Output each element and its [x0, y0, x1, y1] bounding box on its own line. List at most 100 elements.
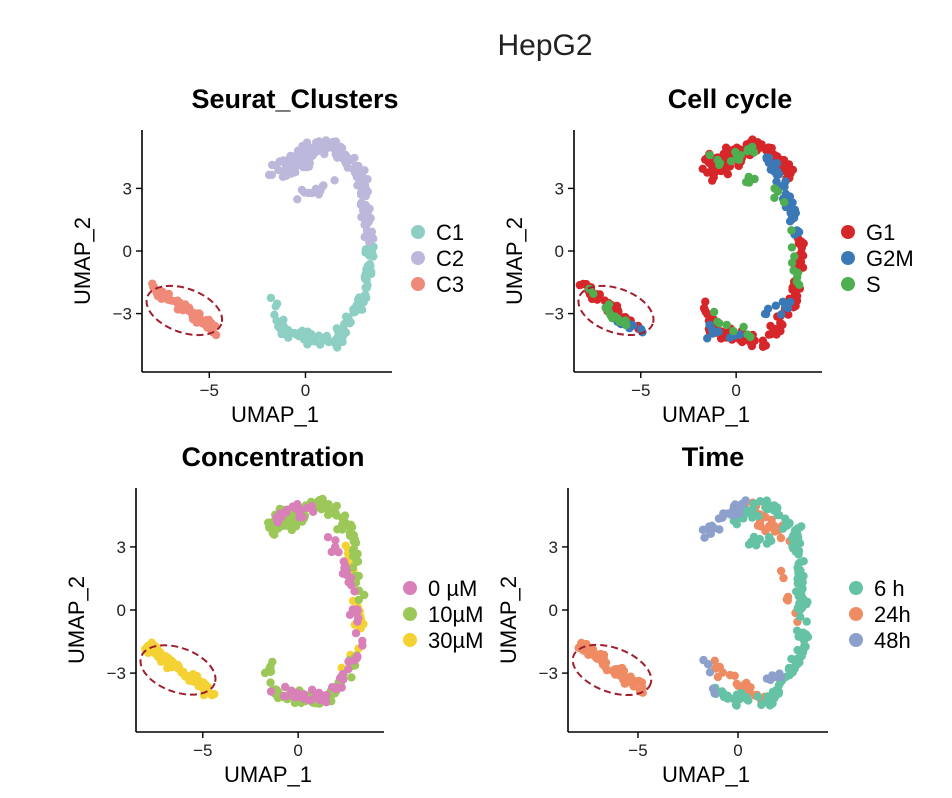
y-tick-label: 3 — [555, 179, 564, 198]
point-c3 — [203, 323, 212, 332]
point-g1 — [791, 290, 800, 299]
point-6-h — [793, 603, 802, 613]
legend-label: C3 — [436, 272, 464, 297]
x-tick-label: 0 — [733, 741, 742, 760]
point-6-h — [794, 632, 803, 641]
x-tick-label: −5 — [200, 381, 219, 400]
point-c2 — [362, 226, 372, 235]
legend-swatch — [849, 633, 863, 647]
points-concentration — [141, 494, 369, 708]
point-24h — [601, 663, 610, 672]
x-axis-label: UMAP_1 — [231, 402, 319, 427]
y-tick-label: 0 — [555, 242, 564, 261]
point-g1 — [773, 152, 782, 161]
legend-label: C2 — [436, 246, 464, 271]
point-c3 — [200, 317, 210, 326]
point-g2m — [772, 159, 782, 168]
point-48h — [705, 668, 715, 677]
highlight-ellipse — [139, 644, 217, 696]
point-s — [743, 330, 752, 339]
point-6-h — [764, 533, 774, 542]
legend-item-6-h: 6 h — [849, 576, 905, 601]
point-24h — [710, 656, 719, 665]
point-6-h — [793, 655, 803, 664]
x-tick-label: −5 — [631, 381, 650, 400]
point-s — [705, 150, 714, 160]
point-24h — [779, 573, 788, 583]
point-48h — [775, 669, 784, 678]
point-10-m — [330, 508, 340, 517]
x-axis-label: UMAP_1 — [662, 762, 750, 787]
point-c2 — [361, 191, 370, 201]
point-30-m — [201, 681, 210, 690]
point-c1 — [338, 331, 348, 341]
point-g2m — [781, 299, 790, 308]
point-g2m — [703, 334, 712, 343]
x-tick-label: −5 — [628, 741, 647, 760]
point-s — [773, 187, 783, 196]
y-axis-label: UMAP_2 — [502, 217, 527, 305]
point-c3 — [211, 321, 220, 331]
point-g1 — [701, 307, 710, 316]
point-s — [779, 198, 789, 207]
x-axis-label: UMAP_1 — [224, 762, 312, 787]
point-24h — [715, 662, 724, 672]
point-6-h — [799, 571, 808, 581]
point-10-m — [288, 523, 297, 532]
point-6-h — [732, 690, 742, 699]
point-24h — [612, 666, 621, 676]
highlight-ellipse — [145, 284, 224, 337]
point-g1 — [721, 143, 731, 152]
legend-item-c2: C2 — [411, 246, 464, 271]
point-c2 — [299, 162, 308, 172]
point-6-h — [749, 532, 759, 542]
point-g2m — [787, 215, 796, 224]
point-24h — [730, 671, 739, 680]
point-g2m — [771, 301, 780, 310]
point-g2m — [772, 177, 781, 186]
point-6-h — [762, 539, 772, 548]
point-0-m — [287, 686, 296, 695]
legend-swatch — [403, 581, 417, 595]
point-10-m — [348, 546, 358, 555]
point-0-m — [350, 608, 359, 617]
point-s — [709, 307, 719, 317]
point-c1 — [361, 248, 370, 257]
point-s — [601, 303, 610, 312]
point-30-m — [180, 671, 190, 681]
point-g2m — [761, 309, 771, 319]
legend-label: 24h — [874, 602, 911, 627]
point-6-h — [802, 617, 811, 626]
point-0-m — [358, 636, 367, 646]
legend-swatch — [849, 581, 863, 595]
point-24h — [770, 521, 779, 531]
point-c2 — [369, 234, 378, 243]
legend-item-48h: 48h — [849, 628, 911, 653]
point-0-m — [281, 682, 290, 692]
legend-swatch — [841, 225, 855, 239]
y-axis-label: UMAP_2 — [496, 576, 521, 664]
point-24h — [782, 595, 791, 604]
point-c2 — [352, 162, 361, 172]
point-6-h — [782, 520, 791, 530]
point-6-h — [796, 612, 805, 621]
legend-swatch — [411, 277, 425, 291]
point-0-m — [344, 665, 353, 674]
point-g2m — [762, 154, 771, 164]
point-0-m — [299, 690, 309, 699]
points-seurat-clusters — [148, 136, 378, 352]
legend-item-s: S — [841, 272, 881, 297]
highlight-ellipse — [571, 643, 653, 696]
point-10-m — [318, 494, 327, 504]
y-tick-label: 0 — [549, 601, 558, 620]
legend-label: C1 — [436, 220, 464, 245]
point-6-h — [749, 503, 758, 513]
point-c1 — [295, 328, 304, 338]
point-c1 — [363, 261, 373, 270]
point-s — [790, 252, 799, 261]
point-48h — [733, 504, 742, 514]
